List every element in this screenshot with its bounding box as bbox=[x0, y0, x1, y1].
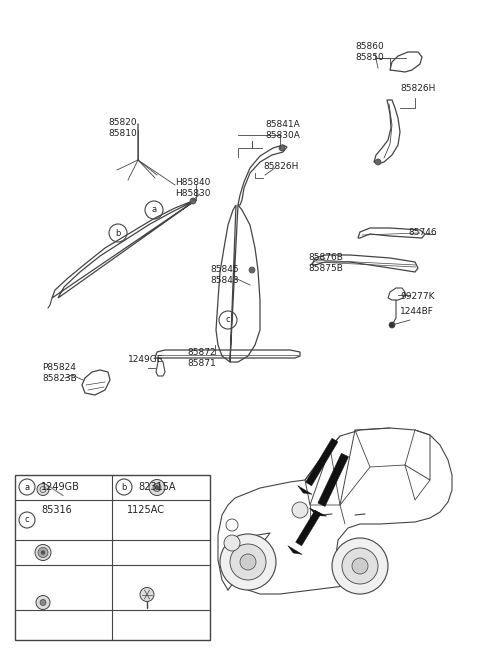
Circle shape bbox=[342, 548, 378, 584]
Circle shape bbox=[332, 538, 388, 594]
Text: b: b bbox=[121, 483, 127, 491]
Circle shape bbox=[190, 198, 196, 204]
Text: a: a bbox=[151, 205, 156, 215]
Circle shape bbox=[220, 534, 276, 590]
Circle shape bbox=[389, 322, 395, 328]
Text: 85746: 85746 bbox=[408, 228, 437, 237]
Text: 85841A
85830A: 85841A 85830A bbox=[265, 120, 300, 140]
Polygon shape bbox=[298, 485, 312, 495]
Circle shape bbox=[240, 554, 256, 570]
Text: 85876B
85875B: 85876B 85875B bbox=[308, 253, 343, 273]
Circle shape bbox=[140, 588, 154, 602]
Text: 85860
85850: 85860 85850 bbox=[355, 42, 384, 62]
Text: 99277K: 99277K bbox=[400, 292, 434, 301]
Polygon shape bbox=[288, 546, 302, 554]
Circle shape bbox=[155, 485, 159, 489]
Polygon shape bbox=[296, 510, 321, 546]
Text: 1125AC: 1125AC bbox=[127, 505, 165, 515]
Text: 85872
85871: 85872 85871 bbox=[187, 348, 216, 368]
Circle shape bbox=[249, 267, 255, 273]
Circle shape bbox=[149, 480, 165, 495]
Text: 85316: 85316 bbox=[41, 505, 72, 515]
Text: 1249GE: 1249GE bbox=[128, 355, 163, 364]
Text: b: b bbox=[115, 228, 120, 237]
Circle shape bbox=[230, 544, 266, 580]
Text: a: a bbox=[24, 483, 30, 491]
Circle shape bbox=[41, 550, 45, 554]
Text: 1244BF: 1244BF bbox=[400, 307, 434, 316]
Circle shape bbox=[352, 558, 368, 574]
Circle shape bbox=[35, 544, 51, 560]
Text: c: c bbox=[226, 316, 230, 325]
Text: 85826H: 85826H bbox=[400, 84, 435, 93]
Text: 1249GB: 1249GB bbox=[41, 482, 80, 492]
Polygon shape bbox=[318, 453, 348, 506]
Circle shape bbox=[40, 600, 46, 605]
Text: 82315A: 82315A bbox=[138, 482, 176, 492]
Text: c: c bbox=[24, 516, 29, 525]
Circle shape bbox=[38, 548, 48, 558]
Text: 85845
85843: 85845 85843 bbox=[210, 265, 239, 285]
Text: 85826H: 85826H bbox=[263, 162, 299, 171]
Circle shape bbox=[36, 596, 50, 609]
Circle shape bbox=[153, 483, 161, 491]
Text: H85840
H85830: H85840 H85830 bbox=[175, 178, 211, 198]
Circle shape bbox=[279, 145, 285, 151]
Bar bbox=[15, 475, 210, 640]
Circle shape bbox=[224, 535, 240, 551]
Text: P85824
85823B: P85824 85823B bbox=[42, 363, 77, 383]
Circle shape bbox=[37, 483, 49, 495]
Circle shape bbox=[292, 502, 308, 518]
Polygon shape bbox=[309, 508, 327, 516]
Circle shape bbox=[375, 159, 381, 165]
Text: 85820
85810: 85820 85810 bbox=[108, 118, 137, 138]
Polygon shape bbox=[306, 438, 338, 486]
